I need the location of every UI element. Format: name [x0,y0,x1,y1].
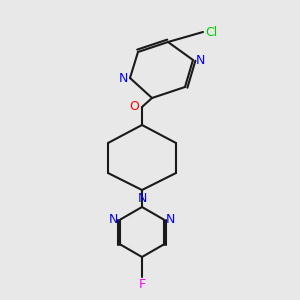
Text: N: N [166,213,175,226]
Text: Cl: Cl [205,26,217,38]
Text: N: N [118,71,128,85]
Text: F: F [138,278,146,292]
Text: N: N [109,213,118,226]
Text: N: N [195,53,205,67]
Text: N: N [137,191,147,205]
Text: O: O [129,100,139,113]
